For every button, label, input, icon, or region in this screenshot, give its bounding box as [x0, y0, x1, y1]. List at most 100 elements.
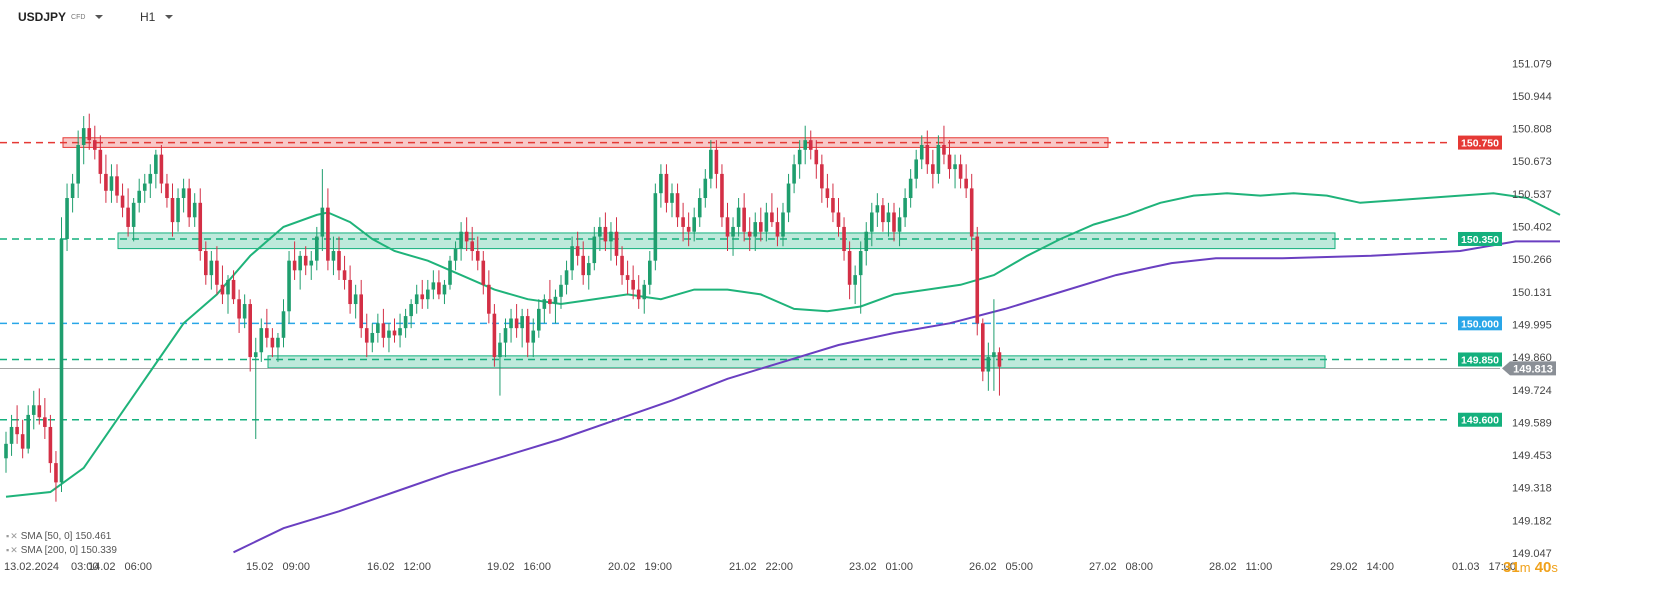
candle-body	[48, 426, 53, 464]
candle	[326, 188, 330, 271]
candle	[65, 183, 69, 252]
candle-body	[770, 212, 774, 223]
x-tick-label: 01.03	[1452, 561, 1480, 573]
candle	[564, 260, 569, 295]
candle-body	[154, 154, 158, 174]
candle	[969, 173, 974, 252]
candle-body	[975, 236, 980, 324]
indicator-label: SMA [200, 0] 150.339	[20, 545, 117, 556]
timeframe-selector[interactable]: H1	[140, 10, 174, 24]
candle	[76, 130, 80, 199]
candle-body	[681, 217, 685, 227]
sma50-line	[5, 192, 1561, 498]
candle	[498, 332, 502, 396]
candle	[381, 308, 386, 348]
candle-body	[648, 260, 652, 285]
candle-body	[31, 405, 36, 415]
candle	[309, 251, 314, 280]
candle	[720, 164, 724, 227]
candle-body	[220, 284, 225, 295]
candle	[742, 193, 746, 242]
candle	[753, 212, 758, 252]
y-tick-label: 149.047	[1512, 548, 1552, 560]
candle-body	[886, 212, 891, 223]
candle-body	[237, 299, 241, 319]
candle-body	[281, 311, 286, 338]
level-price-label: 150.750	[1461, 138, 1499, 150]
level-price-label: 150.000	[1461, 318, 1499, 330]
candle-body	[192, 202, 197, 218]
x-tick-label: 16:00	[524, 561, 552, 573]
x-tick-label: 13.02.2024	[4, 561, 59, 573]
candle	[137, 178, 141, 213]
candle	[492, 304, 497, 367]
candle	[15, 405, 19, 444]
candle	[914, 149, 918, 189]
candle	[764, 202, 769, 242]
candle	[376, 313, 380, 343]
candle	[653, 183, 658, 271]
candle-body	[259, 328, 264, 353]
candle-body	[814, 149, 819, 165]
candle-body	[492, 313, 497, 358]
candle-body	[775, 222, 780, 237]
candle-body	[81, 128, 86, 145]
indicator-label: SMA [50, 0] 150.461	[20, 531, 112, 542]
candle-body	[919, 144, 924, 160]
candle	[281, 299, 286, 348]
candle	[592, 226, 597, 271]
visibility-close-icon[interactable]: ▪✕	[6, 531, 19, 541]
candle	[620, 246, 624, 285]
candle	[215, 246, 219, 295]
candle-body	[881, 205, 885, 223]
candle	[154, 149, 158, 189]
visibility-close-icon[interactable]: ▪✕	[6, 545, 19, 555]
y-tick-label: 150.402	[1512, 221, 1552, 233]
candle	[575, 231, 580, 266]
candle	[453, 241, 458, 271]
candle-body	[459, 231, 463, 249]
indicator-sma50[interactable]: ▪✕ SMA [50, 0] 150.461	[6, 531, 111, 542]
candle-body	[514, 318, 519, 329]
y-tick-label: 149.182	[1512, 515, 1552, 527]
candle-body	[320, 207, 325, 237]
y-tick-label: 151.079	[1512, 58, 1552, 70]
candle-body	[487, 284, 491, 314]
candle-body	[303, 255, 308, 266]
symbol-selector[interactable]: USDJPY CFD	[18, 10, 104, 24]
candle-body	[908, 178, 913, 199]
candle	[265, 308, 269, 348]
candle-body	[370, 332, 375, 343]
candle	[537, 299, 541, 338]
candle	[192, 193, 197, 227]
candle	[248, 299, 252, 372]
chevron-down-icon	[165, 15, 174, 19]
candle	[70, 173, 75, 213]
candle-body	[703, 178, 708, 199]
candle	[448, 255, 452, 290]
candle-body	[709, 149, 713, 179]
candle	[942, 125, 946, 165]
candle-body	[931, 164, 935, 174]
candle-body	[542, 299, 547, 309]
candle-body	[853, 275, 857, 285]
candle	[331, 236, 336, 276]
countdown-minutes: 31	[1503, 559, 1520, 576]
x-tick-label: 17:00	[1489, 561, 1517, 573]
level-price-box	[1458, 352, 1502, 367]
candle	[892, 202, 896, 242]
candle-body	[253, 352, 258, 358]
candle	[531, 318, 536, 358]
candle	[414, 284, 419, 314]
candle	[320, 169, 325, 252]
candle-body	[675, 193, 680, 218]
candle	[337, 236, 341, 280]
candle	[176, 188, 180, 232]
candle	[303, 246, 308, 276]
symbol-name: USDJPY	[18, 10, 67, 24]
indicator-sma200[interactable]: ▪✕ SMA [200, 0] 150.339	[6, 545, 117, 556]
candle-body	[403, 316, 408, 329]
candle	[648, 251, 652, 295]
candle	[542, 294, 547, 324]
